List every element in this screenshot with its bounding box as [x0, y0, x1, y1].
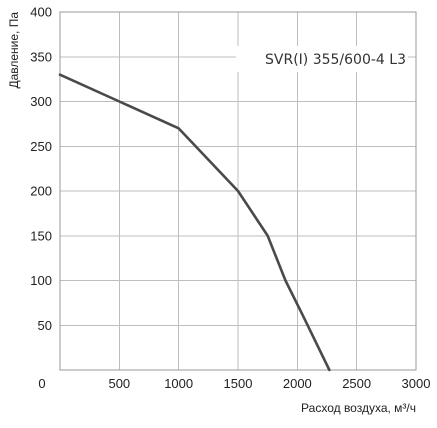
x-tick-label: 500 — [108, 376, 130, 391]
x-tick-label: 1000 — [164, 376, 193, 391]
y-tick-label: 250 — [30, 139, 52, 154]
series-layer — [58, 73, 331, 372]
plot-frame — [59, 11, 417, 371]
x-tick-label: 2500 — [342, 376, 371, 391]
x-tick-label: 2000 — [283, 376, 312, 391]
y-tick-label: 100 — [30, 273, 52, 288]
x-tick-label: 1500 — [224, 376, 253, 391]
title-background — [236, 46, 408, 72]
series-line — [58, 73, 331, 372]
x-axis-label: Расход воздуха, м³/ч — [301, 401, 416, 415]
y-axis-label: Давление, Па — [7, 12, 21, 89]
x-tick-label: 3000 — [402, 376, 431, 391]
chart-title: SVR(I) 355/600-4 L3 — [265, 52, 406, 68]
y-tick-label: 50 — [38, 318, 52, 333]
y-tick-label: 350 — [30, 49, 52, 64]
y-axis-ticks: 50 100 150 200 250 300 350 400 — [30, 5, 52, 333]
y-tick-label: 150 — [30, 228, 52, 243]
x-axis-ticks: 0 500 1000 1500 2000 2500 3000 — [38, 376, 430, 391]
y-tick-label: 400 — [30, 5, 52, 20]
y-tick-label: 200 — [30, 184, 52, 199]
x-tick-label: 0 — [38, 376, 45, 391]
y-tick-label: 300 — [30, 94, 52, 109]
